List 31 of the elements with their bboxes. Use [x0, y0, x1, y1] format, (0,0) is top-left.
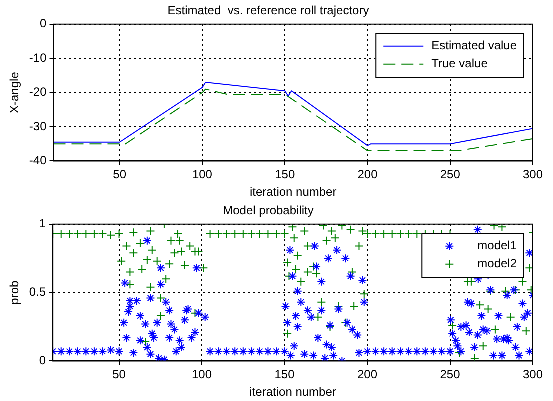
y-tick-label: 1: [39, 216, 46, 231]
legend-label: Estimated value: [432, 38, 518, 53]
y-tick-label: -30: [29, 119, 48, 134]
x-tick-label: 100: [192, 168, 213, 182]
legend-label: model2: [478, 256, 518, 271]
y-tick-label: -20: [29, 85, 48, 100]
x-tick-label: 100: [192, 368, 212, 382]
x-tick-label: 300: [522, 168, 544, 182]
chart-title: Estimated vs. reference roll trajectory: [168, 4, 370, 18]
y-axis-title: prob: [8, 280, 22, 305]
x-axis-title: iteration number: [250, 185, 337, 200]
x-tick-label: 50: [112, 368, 126, 382]
x-tick-label: 250: [440, 368, 461, 382]
line-series: [54, 88, 533, 152]
chart-title: Model probability: [223, 204, 314, 218]
x-tick-label: 50: [113, 168, 127, 182]
legend-label: True value: [432, 56, 488, 71]
x-tick-label: 200: [357, 368, 378, 382]
y-tick-label: 0: [39, 354, 46, 368]
x-tick-label: 150: [274, 368, 296, 382]
x-axis-title: iteration number: [250, 385, 336, 400]
x-tick-label: 200: [358, 168, 378, 182]
x-tick-label: 300: [522, 368, 544, 382]
y-axis-title: X-angle: [8, 72, 22, 114]
x-tick-label: 150: [275, 168, 296, 182]
y-tick-label: 0: [40, 16, 48, 31]
x-tick-label: 250: [440, 168, 461, 182]
y-tick-label: -40: [29, 154, 48, 168]
y-tick-label: 0.5: [29, 285, 46, 300]
legend-label: model1: [478, 238, 518, 253]
y-tick-label: -10: [29, 50, 48, 65]
